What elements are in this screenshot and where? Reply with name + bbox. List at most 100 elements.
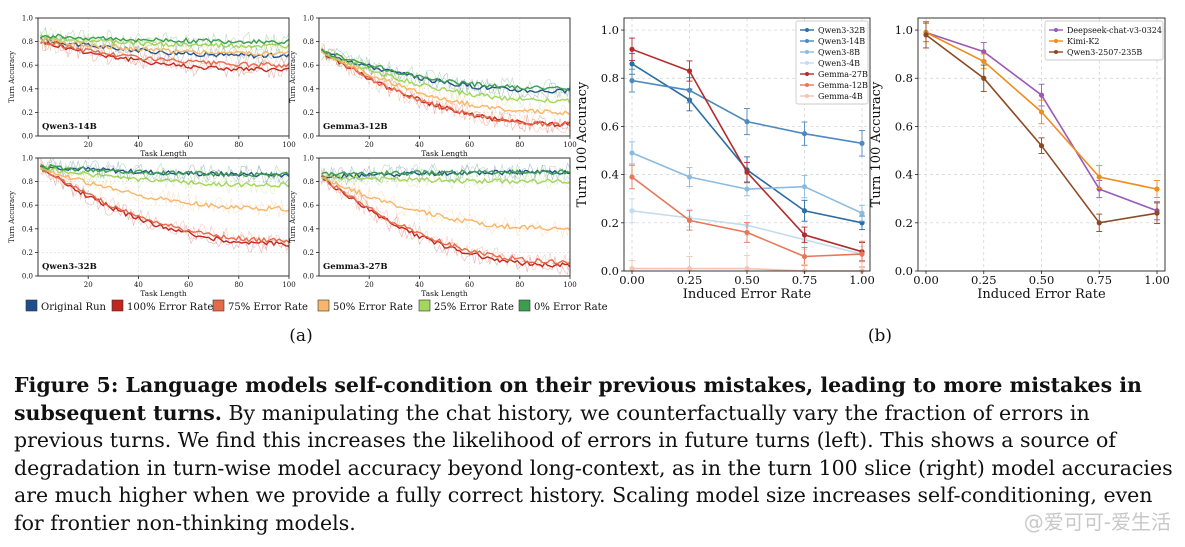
series-noise-0-error-rate xyxy=(40,158,290,185)
x-axis-label: Task Length xyxy=(140,289,187,298)
legend-swatch xyxy=(25,299,38,312)
series-line-50-error-rate xyxy=(39,36,290,57)
series-line-100-error-rate xyxy=(320,175,571,268)
x-tick-label: 1.00 xyxy=(849,273,875,287)
data-point-qwen3-14b xyxy=(686,87,693,93)
legend-box xyxy=(795,20,869,105)
data-point-gemma-4b xyxy=(686,265,693,272)
legend-label-qwen3-2507-235b: Qwen3-2507-235B xyxy=(1067,48,1142,57)
series-line-50-error-rate xyxy=(321,177,571,232)
series-line-25-error-rate xyxy=(39,165,290,188)
y-tick-label: 0.2 xyxy=(303,249,314,257)
x-tick-label: 20 xyxy=(84,141,93,149)
y-tick-label: 0.6 xyxy=(895,119,913,133)
x-axis-label: Induced Error Rate xyxy=(977,287,1106,302)
axes-frame xyxy=(37,17,290,137)
x-tick-label: 80 xyxy=(234,281,243,289)
y-tick-label: 1.0 xyxy=(22,155,33,163)
panel-title: Qwen3-32B xyxy=(42,262,97,272)
axes-frame xyxy=(318,157,571,277)
data-point-deepseek-chat-v3-0324 xyxy=(1038,92,1045,98)
y-axis-label: Turn Accuracy xyxy=(289,191,297,243)
y-tick-label: 0.8 xyxy=(22,178,33,186)
x-tick-label: 0.50 xyxy=(734,273,760,287)
y-tick-label: 0.8 xyxy=(22,38,33,46)
x-tick-label: 40 xyxy=(415,281,424,289)
data-point-gemma-27b xyxy=(686,68,693,74)
y-tick-label: 0.0 xyxy=(22,133,33,141)
x-axis-label: Induced Error Rate xyxy=(683,287,812,302)
panel-title: Gemma3-12B xyxy=(323,122,388,132)
legend-marker xyxy=(805,94,809,98)
y-tick-label: 0.4 xyxy=(601,168,619,182)
legend-marker xyxy=(805,39,809,43)
legend-label-deepseek-chat-v3-0324: Deepseek-chat-v3-0324 xyxy=(1067,26,1162,35)
legend-marker xyxy=(805,61,809,65)
x-tick-label: 40 xyxy=(415,141,424,149)
y-tick-label: 0.4 xyxy=(303,225,315,233)
y-tick-label: 0.2 xyxy=(22,249,33,257)
data-point-gemma-12b xyxy=(801,253,808,260)
data-point-kimi-k2 xyxy=(1038,109,1045,115)
series-noise-25-error-rate xyxy=(321,43,571,109)
legend-marker xyxy=(805,83,809,87)
series-line-75-error-rate xyxy=(40,167,290,244)
legend-label-qwen3-8b: Qwen3-8B xyxy=(818,48,860,57)
data-point-kimi-k2 xyxy=(1154,186,1160,192)
series-noise-0-error-rate xyxy=(321,162,571,185)
legend-a: Original Run 100% Error Rate 75% Error Rat… xyxy=(25,299,608,313)
small-panel-4: 0.0 0.2 0.4 0.6 0.8 1.0 20 40 60 80 100 Task Length… xyxy=(289,155,577,299)
x-tick-label: 20 xyxy=(365,141,374,149)
x-tick-label: 80 xyxy=(515,281,524,289)
series-line-50-error-rate xyxy=(40,167,290,212)
data-point-qwen3-2507-235b xyxy=(1096,220,1102,226)
data-point-qwen3-32b xyxy=(629,61,635,67)
legend-label-qwen3-4b: Qwen3-4B xyxy=(818,59,860,68)
y-tick-label: 1.0 xyxy=(22,15,33,23)
y-tick-label: 0.4 xyxy=(895,168,913,182)
x-tick-label: 100 xyxy=(563,141,576,149)
legend-label-gemma-27b: Gemma-27B xyxy=(818,70,868,79)
x-tick-label: 80 xyxy=(234,141,243,149)
data-point-deepseek-chat-v3-0324 xyxy=(1096,186,1102,192)
x-tick-label: 100 xyxy=(563,281,576,289)
y-tick-label: 0.2 xyxy=(895,216,913,230)
x-tick-label: 1.00 xyxy=(1144,273,1170,287)
legend-label-original-run: Original Run xyxy=(41,302,107,313)
data-point-qwen3-2507-235b xyxy=(981,75,987,81)
y-tick-label: 0.0 xyxy=(303,273,314,281)
data-point-gemma-27b xyxy=(629,46,635,52)
small-panel-3: 0.0 0.2 0.4 0.6 0.8 1.0 20 40 60 80 100 Task Length… xyxy=(8,155,296,299)
data-point-qwen3-32b xyxy=(859,220,865,226)
y-tick-label: 0.4 xyxy=(22,225,34,233)
x-axis-label: Task Length xyxy=(140,149,187,158)
figure-caption: Figure 5: Language models self-condition… xyxy=(14,372,1174,537)
legend-marker xyxy=(1054,39,1058,43)
legend-label-75-error-rate: 75% Error Rate xyxy=(228,302,308,313)
data-point-qwen3-4b xyxy=(629,208,635,214)
data-point-qwen3-14b xyxy=(629,78,635,84)
data-point-gemma-27b xyxy=(801,232,808,238)
x-tick-label: 100 xyxy=(282,141,295,149)
small-panel-2: 0.0 0.2 0.4 0.6 0.8 1.0 20 40 60 80 100 Task Length… xyxy=(289,15,577,159)
y-tick-label: 0.6 xyxy=(303,62,315,70)
x-tick-label: 80 xyxy=(515,141,524,149)
data-point-qwen3-8b xyxy=(859,210,865,216)
legend-swatch xyxy=(111,299,124,312)
legend-swatch xyxy=(317,299,330,312)
data-point-qwen3-14b xyxy=(744,119,750,125)
data-point-qwen3-2507-235b xyxy=(1038,143,1045,149)
legend-label-qwen3-14b: Qwen3-14B xyxy=(818,37,865,46)
caption-bold: Figure 5: Language models self-condition… xyxy=(14,373,1142,425)
y-tick-label: 0.6 xyxy=(22,62,34,70)
series-line-25-error-rate xyxy=(321,174,571,185)
y-tick-label: 0.8 xyxy=(303,38,314,46)
legend-swatch xyxy=(518,299,531,312)
small-panel-1: 0.0 0.2 0.4 0.6 0.8 1.0 20 40 60 80 100 Task Length… xyxy=(8,15,296,159)
legend-box xyxy=(1044,20,1164,61)
y-tick-label: 0.0 xyxy=(22,273,33,281)
panel-title: Qwen3-14B xyxy=(42,122,97,132)
data-point-gemma-12b xyxy=(686,217,693,223)
legend-swatch xyxy=(418,299,431,312)
legend-label-gemma-4b: Gemma-4B xyxy=(818,92,863,101)
